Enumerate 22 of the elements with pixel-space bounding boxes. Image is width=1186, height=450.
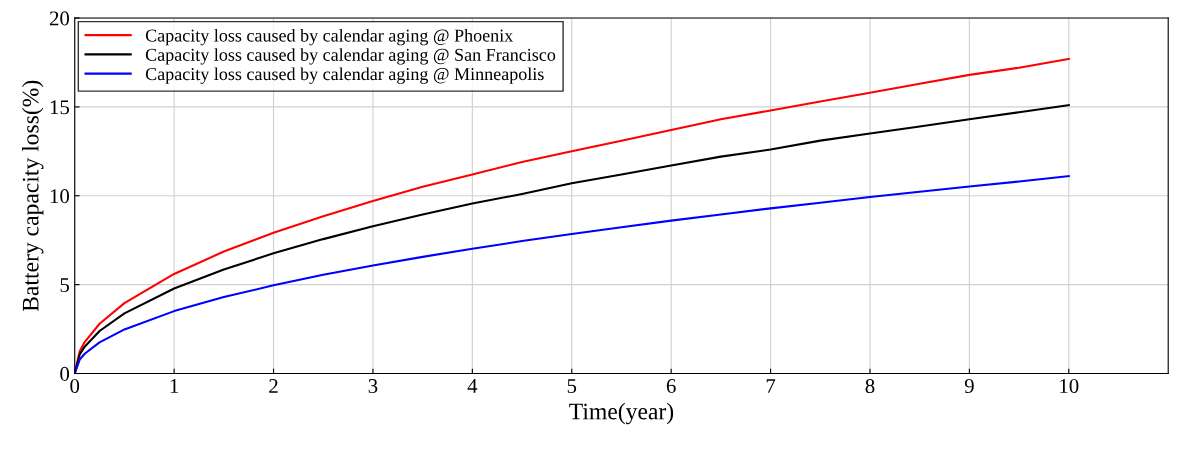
x-tick-label: 5 [567, 379, 577, 394]
y-tick-label: 10 [50, 189, 70, 204]
x-tick-label: 4 [467, 379, 478, 393]
x-tick-label: 1 [170, 379, 179, 393]
x-tick-label: 6 [666, 379, 676, 394]
y-tick-label: 20 [49, 11, 70, 26]
x-axis-title: Time(year) [569, 402, 674, 425]
x-tick-label: 3 [368, 379, 378, 394]
x-tick-label: 8 [865, 378, 875, 394]
x-tick-label: 7 [766, 379, 776, 393]
x-tick-label: 9 [964, 379, 974, 394]
x-tick-label: 0 [70, 378, 80, 394]
y-axis-title: Battery capacity loss(%) [21, 80, 44, 312]
line-series [74, 175, 1070, 374]
y-tick-label: 0 [60, 366, 70, 381]
x-tick-label: 2 [269, 379, 278, 393]
legend-label: Capacity loss caused by calendar aging @ Minneapolis [145, 67, 544, 84]
legend-label: Capacity loss caused by calendar aging @ Phoenix [145, 28, 514, 46]
x-tick-label: 10 [1060, 378, 1079, 394]
y-tick-label: 5 [60, 278, 70, 293]
y-tick-label: 15 [50, 100, 70, 115]
legend-label: Capacity loss caused by calendar aging @ San Francisco [145, 48, 556, 65]
